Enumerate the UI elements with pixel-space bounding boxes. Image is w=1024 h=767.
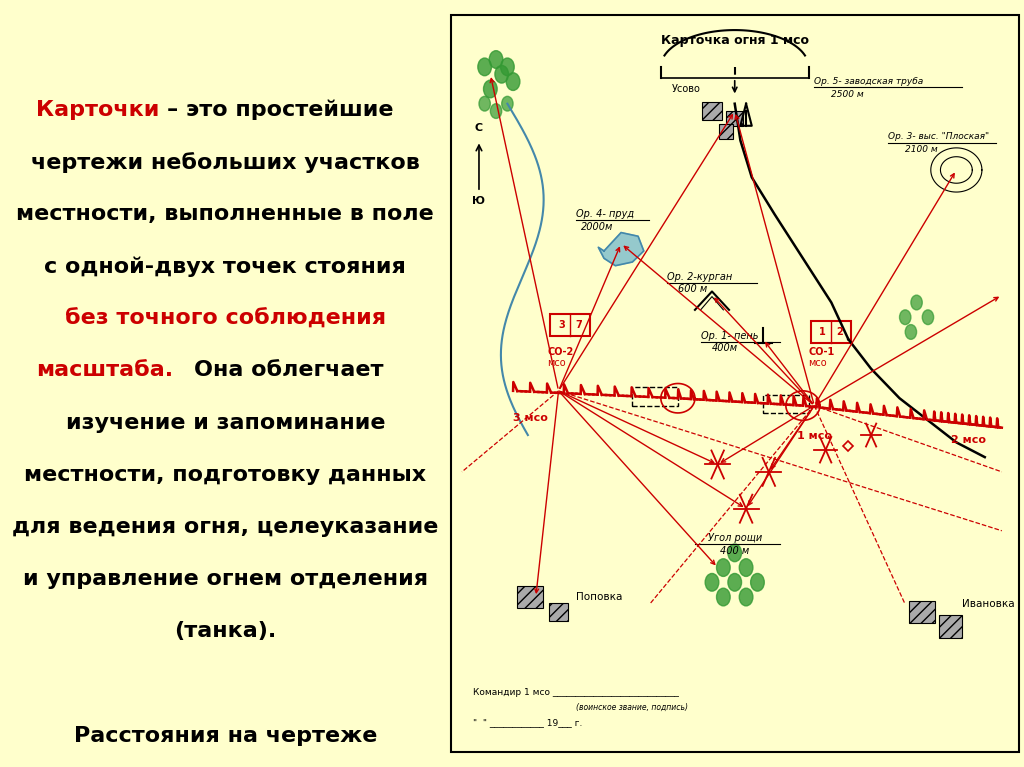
Text: местности, подготовку данных: местности, подготовку данных <box>25 465 426 485</box>
Text: 7: 7 <box>575 320 582 330</box>
Text: 1 мсо: 1 мсо <box>797 431 831 441</box>
Circle shape <box>739 588 753 606</box>
Text: 2500 м: 2500 м <box>831 91 864 100</box>
Text: без точного соблюдения: без точного соблюдения <box>65 308 386 328</box>
Circle shape <box>717 558 730 577</box>
Text: 1: 1 <box>819 327 826 337</box>
Text: Она облегчает: Она облегчает <box>194 360 383 380</box>
Text: для ведения огня, целеуказание: для ведения огня, целеуказание <box>12 517 438 537</box>
Text: масштаба.: масштаба. <box>36 360 173 380</box>
Text: Ор. 3- выс. "Плоская": Ор. 3- выс. "Плоская" <box>888 133 989 141</box>
Bar <box>719 124 733 139</box>
Text: чертежи небольших участков: чертежи небольших участков <box>31 152 420 173</box>
Circle shape <box>495 65 509 83</box>
Bar <box>517 586 543 608</box>
Text: (воинское звание, подпись): (воинское звание, подпись) <box>575 703 687 712</box>
Text: и управление огнем отделения: и управление огнем отделения <box>23 569 428 589</box>
Circle shape <box>502 97 513 111</box>
Bar <box>811 321 851 343</box>
Text: (танка).: (танка). <box>174 621 276 641</box>
Circle shape <box>483 80 498 98</box>
Circle shape <box>501 58 514 76</box>
Circle shape <box>728 544 741 561</box>
Circle shape <box>911 295 923 310</box>
Bar <box>763 394 809 413</box>
Text: Ор. 5- заводская труба: Ор. 5- заводская труба <box>814 77 924 86</box>
Text: 3 мсо: 3 мсо <box>513 413 548 423</box>
Text: мсо: мсо <box>809 357 827 367</box>
Text: 2 мсо: 2 мсо <box>950 435 986 445</box>
Text: 2000м: 2000м <box>582 222 613 232</box>
Circle shape <box>478 58 492 76</box>
Bar <box>633 387 678 406</box>
Text: Поповка: Поповка <box>575 592 622 602</box>
Text: Угол рощи: Угол рощи <box>708 533 762 543</box>
Bar <box>549 603 568 621</box>
Circle shape <box>739 558 753 577</box>
Bar <box>939 615 963 637</box>
Circle shape <box>717 588 730 606</box>
Circle shape <box>706 574 719 591</box>
Text: 400 м: 400 м <box>720 545 750 555</box>
Text: СО-1: СО-1 <box>809 347 835 357</box>
Text: мсо: мсо <box>547 357 566 367</box>
Bar <box>702 102 722 120</box>
Circle shape <box>490 104 502 118</box>
Bar <box>726 111 743 126</box>
Text: – это простейшие: – это простейшие <box>167 100 393 120</box>
Circle shape <box>506 73 520 91</box>
Text: 2: 2 <box>837 327 843 337</box>
Circle shape <box>899 310 911 324</box>
Text: Ю: Ю <box>472 196 485 206</box>
Circle shape <box>479 97 490 111</box>
Text: изучение и запоминание: изучение и запоминание <box>66 413 385 433</box>
Text: "  " ____________ 19___ г.: " " ____________ 19___ г. <box>473 718 583 726</box>
Polygon shape <box>598 232 644 265</box>
Text: местности, выполненные в поле: местности, выполненные в поле <box>16 204 434 224</box>
Text: 400м: 400м <box>712 343 738 353</box>
Text: Расстояния на чертеже: Расстояния на чертеже <box>74 726 377 746</box>
Circle shape <box>905 324 916 339</box>
Circle shape <box>751 574 764 591</box>
Text: Ор. 2-курган: Ор. 2-курган <box>667 272 732 281</box>
Text: С: С <box>475 123 483 133</box>
Text: Карточки: Карточки <box>36 100 160 120</box>
Bar <box>909 601 935 623</box>
Bar <box>550 314 590 336</box>
Text: СО-2: СО-2 <box>547 347 573 357</box>
Text: 2100 м: 2100 м <box>905 145 938 154</box>
Circle shape <box>728 574 741 591</box>
Text: 600 м: 600 м <box>678 285 708 295</box>
Text: 3: 3 <box>558 320 565 330</box>
Text: Ивановка: Ивановка <box>963 599 1015 610</box>
Text: Ор. 4- пруд: Ор. 4- пруд <box>575 209 634 219</box>
Text: Ор. 1- пень: Ор. 1- пень <box>700 331 758 341</box>
Text: Усово: Усово <box>672 84 700 94</box>
Circle shape <box>923 310 934 324</box>
Text: Карточка огня 1 мсо: Карточка огня 1 мсо <box>660 34 809 47</box>
Circle shape <box>489 51 503 68</box>
Text: с одной-двух точек стояния: с одной-двух точек стояния <box>44 256 407 277</box>
Text: Командир 1 мсо ____________________________: Командир 1 мсо _________________________… <box>473 688 679 697</box>
